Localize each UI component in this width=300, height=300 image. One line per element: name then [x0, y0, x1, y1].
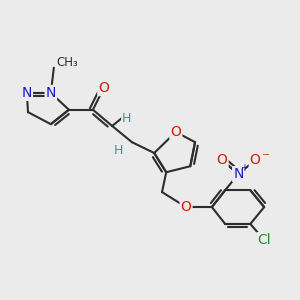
Text: O: O	[217, 153, 227, 167]
Text: O: O	[181, 200, 191, 214]
Text: O: O	[98, 81, 109, 95]
Text: H: H	[114, 143, 123, 157]
Text: H: H	[122, 112, 131, 125]
Text: N: N	[22, 86, 32, 100]
Text: O: O	[170, 125, 181, 139]
Text: O: O	[250, 153, 261, 167]
Text: ⁻: ⁻	[262, 150, 270, 165]
Text: Cl: Cl	[257, 233, 271, 247]
Text: CH₃: CH₃	[57, 56, 79, 69]
Text: N: N	[46, 86, 56, 100]
Text: N: N	[233, 167, 244, 181]
Text: +: +	[240, 163, 248, 173]
